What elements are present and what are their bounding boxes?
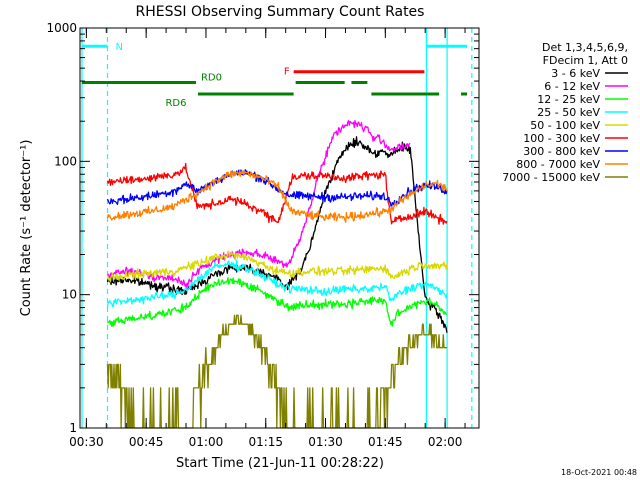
observing-state-bars: N F RD0 RD6	[81, 42, 468, 109]
bar-label-rd0: RD0	[201, 73, 222, 84]
series-line-100-300-kev	[106, 162, 448, 225]
series-line-50-100-kev	[106, 250, 448, 283]
y-tick-label-1: 1	[69, 421, 77, 435]
series-line-6-12-kev	[107, 119, 411, 289]
legend-label-800-7000-kev: 800 - 7000 keV	[516, 158, 600, 171]
bar-label-rd6: RD6	[165, 98, 186, 109]
legend-label-25-50-kev: 25 - 50 keV	[537, 106, 600, 119]
series-line-3-6-kev	[106, 136, 448, 333]
footer-timestamp: 18-Oct-2021 00:48	[561, 468, 637, 477]
legend-label-100-300-kev: 100 - 300 keV	[523, 132, 600, 145]
axes: 00:30 00:45 01:00 01:15 01:30 01:45 02:00 1 10 10…	[46, 21, 479, 449]
legend-header-line-2: FDecim 1, Att 0	[543, 54, 628, 67]
bar-label-n: N	[116, 42, 123, 53]
x-tick-label-00-30: 00:30	[69, 435, 104, 449]
y-tick-label-1000: 1000	[46, 21, 77, 35]
x-tick-label-01-45: 01:45	[368, 435, 403, 449]
x-tick-label-01-30: 01:30	[308, 435, 343, 449]
legend: Det 1,3,4,5,6,9, FDecim 1, Att 0 3 - 6 k…	[502, 41, 628, 184]
series-line-300-800-kev	[106, 169, 448, 208]
y-tick-label-10: 10	[62, 288, 77, 302]
legend-label-50-100-kev: 50 - 100 keV	[530, 119, 600, 132]
plot-area	[81, 28, 473, 428]
y-axis-label: Count Rate (s⁻¹ detector⁻¹)	[19, 140, 34, 317]
x-axis-label: Start Time (21-Jun-11 00:28:22)	[176, 456, 384, 471]
legend-header-line-1: Det 1,3,4,5,6,9,	[542, 41, 628, 54]
x-tick-label-01-15: 01:15	[248, 435, 283, 449]
series-line-25-50-kev	[106, 259, 448, 308]
legend-label-300-800-kev: 300 - 800 keV	[523, 145, 600, 158]
series-line-12-25-kev	[106, 277, 448, 327]
data-series-lines	[106, 119, 448, 429]
x-tick-label-02-00: 02:00	[428, 435, 463, 449]
y-tick-label-100: 100	[54, 154, 77, 168]
bar-label-f: F	[284, 67, 290, 78]
chart-title: RHESSI Observing Summary Count Rates	[136, 4, 425, 20]
series-line-7000-15000-kev	[106, 314, 447, 429]
plot-frame	[79, 27, 480, 429]
legend-label-6-12-kev: 6 - 12 keV	[544, 80, 600, 93]
legend-label-3-6-kev: 3 - 6 keV	[551, 67, 600, 80]
legend-label-12-25-kev: 12 - 25 keV	[537, 93, 600, 106]
x-tick-label-00-45: 00:45	[129, 435, 164, 449]
series-line-800-7000-kev	[106, 169, 448, 223]
x-tick-label-01-00: 01:00	[189, 435, 224, 449]
legend-label-7000-15000-kev: 7000 - 15000 keV	[502, 171, 600, 184]
